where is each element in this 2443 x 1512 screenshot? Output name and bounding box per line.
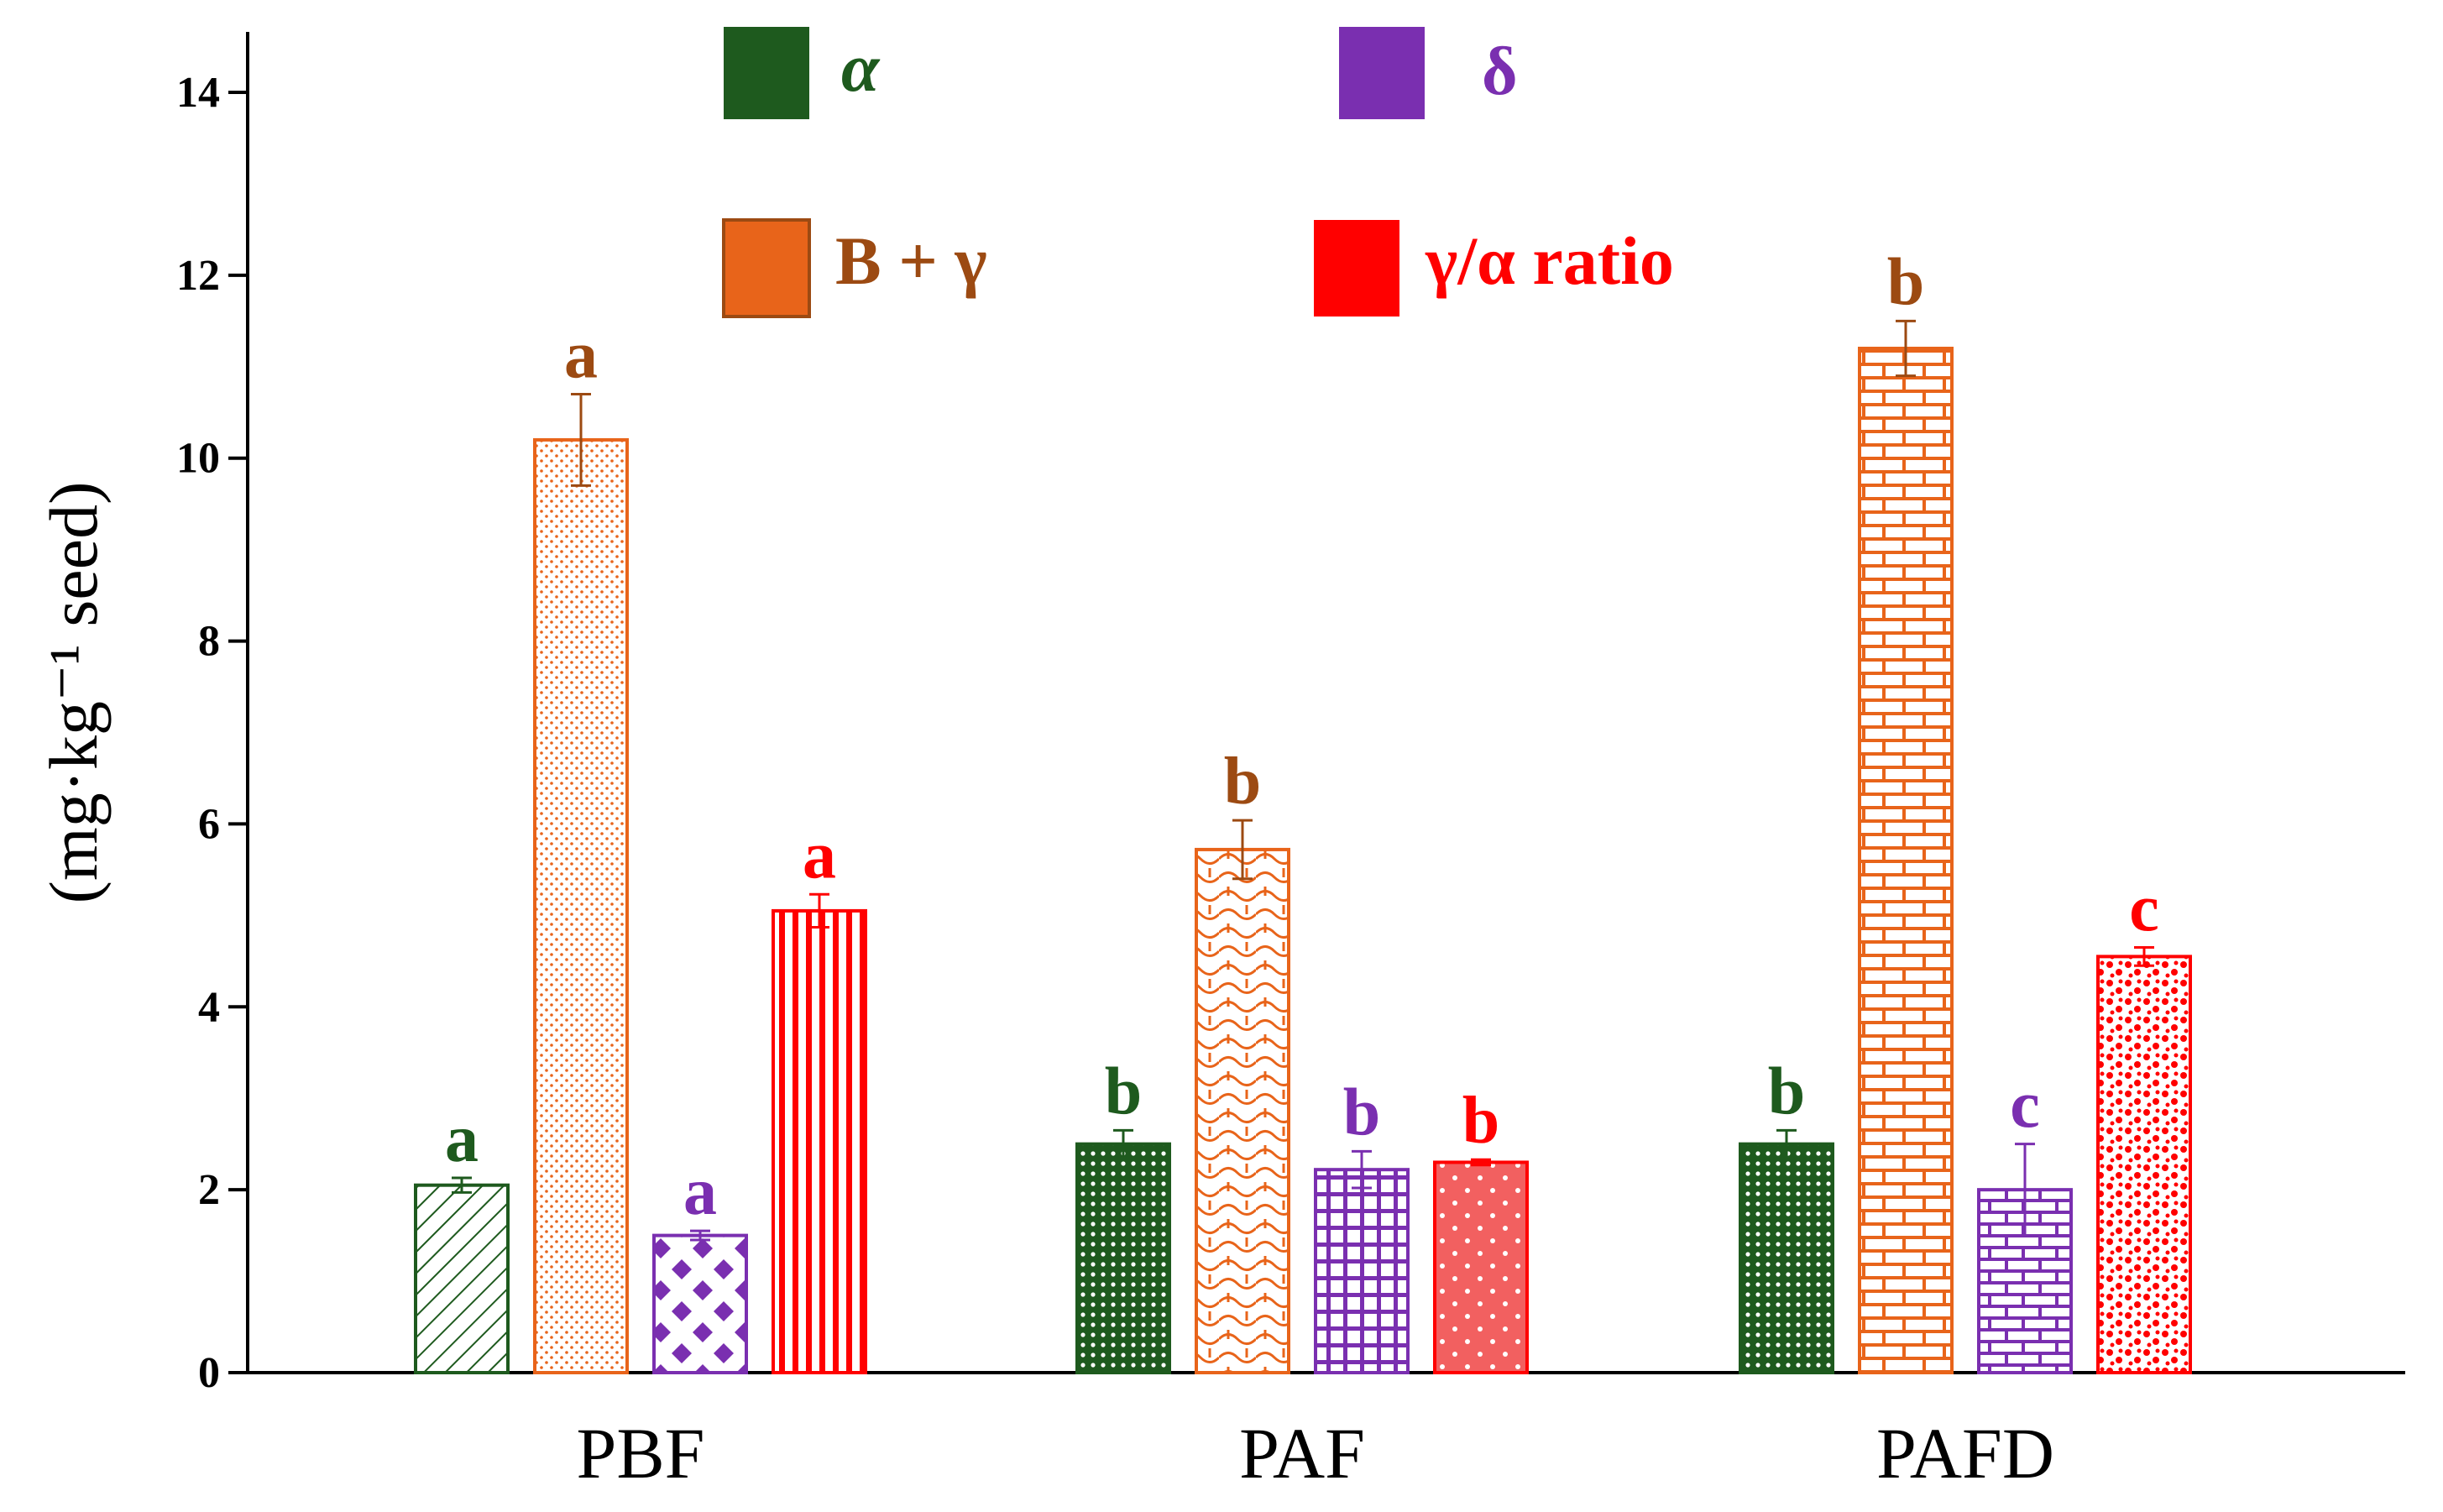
category-label-pafd: PAFD: [1876, 1413, 2054, 1494]
legend-swatch-b-gamma: [722, 218, 811, 318]
bar-paf-series-2: [1314, 1168, 1410, 1375]
legend-label-b-gamma: B + γ: [835, 222, 987, 299]
bar-paf-series-1: [1195, 847, 1290, 1374]
legend-label-ratio: γ/α ratio: [1425, 222, 1674, 299]
significance-letter: c: [2129, 871, 2159, 945]
y-axis-title: (mg·kg⁻¹ seed): [35, 482, 112, 904]
bar-paf-series-0: [1075, 1142, 1171, 1375]
significance-letter: b: [1105, 1054, 1143, 1128]
x-axis-category-labels: PBF PAF PAFD: [576, 1413, 2054, 1494]
significance-letter: a: [683, 1155, 717, 1229]
bar-pbf-series-2: [652, 1233, 748, 1375]
significance-letter: a: [803, 819, 836, 892]
significance-letter: b: [1887, 245, 1925, 319]
legend-swatch-alpha: [724, 27, 809, 119]
significance-letter: b: [1343, 1075, 1381, 1149]
y-tick-label: 6: [198, 800, 220, 848]
y-tick-label: 14: [176, 69, 220, 117]
significance-letter: c: [2010, 1069, 2040, 1143]
legend-label-alpha: α: [841, 29, 881, 106]
y-tick-label: 12: [176, 252, 220, 300]
bar-pbf-series-3: [772, 908, 867, 1375]
y-tick-label: 10: [176, 435, 220, 483]
significance-letters-group: a a a a b b b b b b c c: [445, 245, 2159, 1229]
bar-pbf-series-1: [533, 437, 629, 1374]
bar-pafd-series-3: [2096, 955, 2192, 1374]
category-label-paf: PAF: [1239, 1413, 1365, 1494]
significance-letter: a: [564, 318, 598, 392]
error-bars-group: [452, 319, 2154, 1242]
significance-letter: a: [445, 1102, 479, 1176]
significance-letter: b: [1462, 1084, 1500, 1158]
bar-paf-series-3: [1433, 1160, 1529, 1374]
y-tick-label: 0: [198, 1349, 220, 1397]
bar-pafd-series-1: [1858, 347, 1954, 1374]
y-tick-label: 2: [198, 1166, 220, 1214]
legend-label-delta: δ: [1482, 33, 1518, 109]
y-tick-label: 8: [198, 618, 220, 666]
legend: α δ B + γ γ/α ratio: [722, 27, 1674, 318]
legend-swatch-delta: [1339, 27, 1425, 119]
legend-swatch-ratio: [1314, 220, 1399, 317]
bars-group: [414, 347, 2192, 1375]
significance-letter: b: [1224, 745, 1262, 819]
bar-pbf-series-0: [414, 1183, 510, 1374]
y-axis-ticks: 0 2 4 6 8 10 12 14: [176, 69, 248, 1397]
bar-pafd-series-0: [1739, 1142, 1834, 1375]
category-label-pbf: PBF: [576, 1413, 704, 1494]
significance-letter: b: [1768, 1054, 1806, 1128]
y-tick-label: 4: [198, 983, 220, 1031]
